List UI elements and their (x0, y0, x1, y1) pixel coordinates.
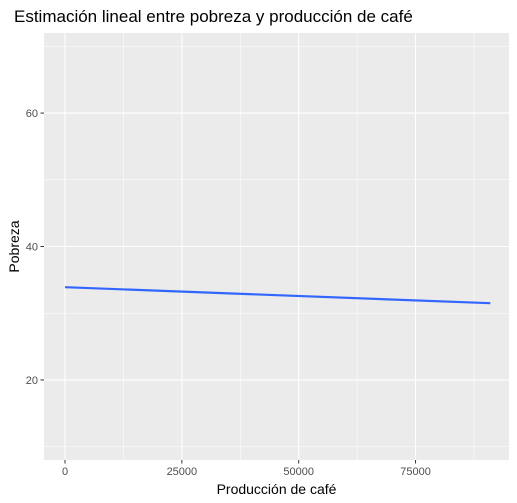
x-tick-label: 50000 (283, 466, 314, 478)
regression-line (64, 286, 491, 305)
y-tick-label: 40 (26, 242, 38, 254)
x-axis-ticks: 0 25000 50000 75000 (62, 460, 431, 478)
y-tick-label: 20 (26, 375, 38, 387)
x-tick-label: 75000 (400, 466, 431, 478)
x-tick-label: 25000 (167, 466, 198, 478)
y-axis-title: Pobreza (6, 220, 22, 272)
x-axis-title: Producción de café (217, 481, 337, 497)
y-tick-label: 60 (26, 108, 38, 120)
x-tick-label: 0 (62, 466, 68, 478)
series-layer (64, 286, 491, 305)
y-axis-ticks: 20 40 60 (26, 108, 44, 387)
grid-major (44, 33, 509, 460)
chart-title: Estimación lineal entre pobreza y produc… (14, 7, 413, 26)
